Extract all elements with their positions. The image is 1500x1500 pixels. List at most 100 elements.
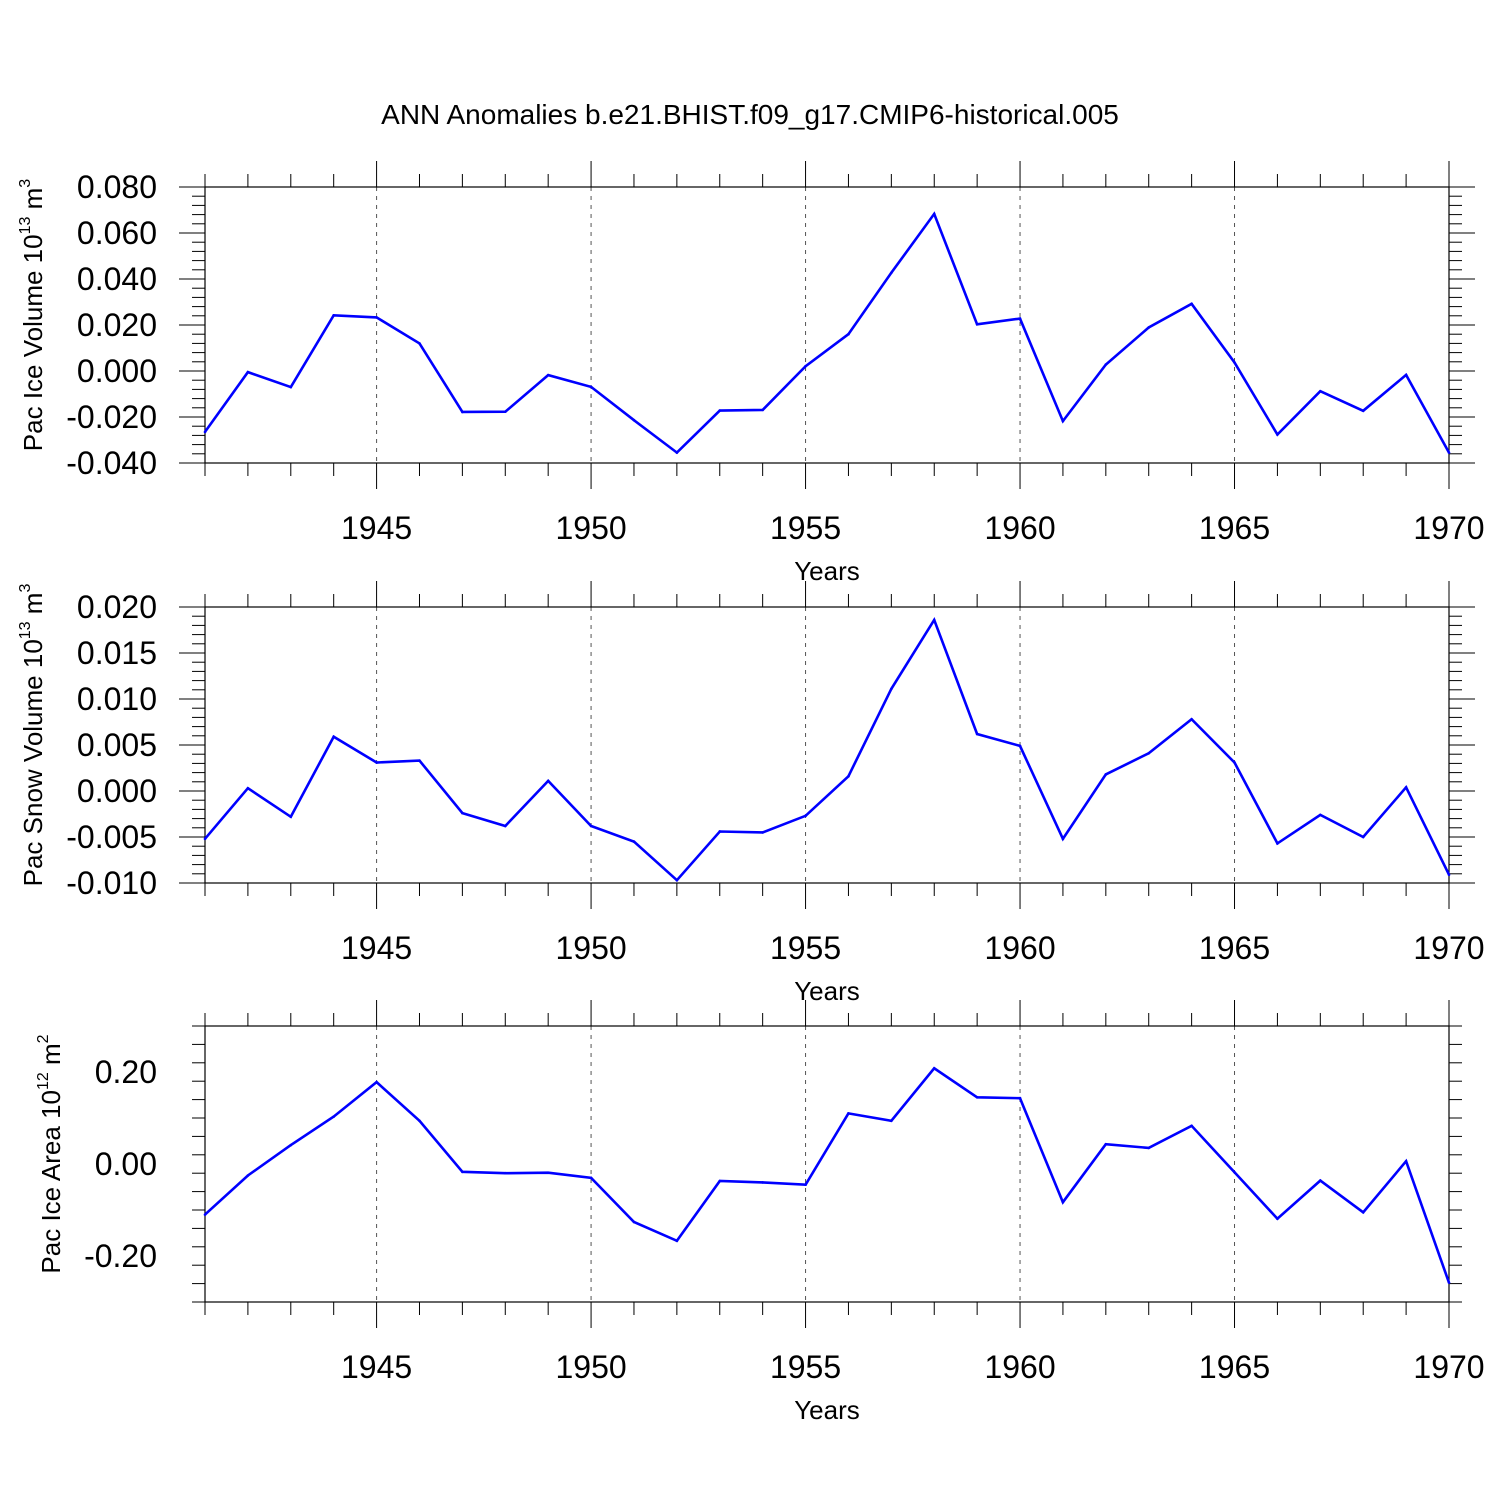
data-point [1447,873,1451,877]
data-point [1276,842,1279,845]
data-point [503,824,507,828]
y-tick-label: 0.060 [77,215,157,251]
data-point [761,408,764,412]
series-line [204,1066,1451,1284]
data-point [332,314,335,317]
x-axis-label: Years [794,976,860,1006]
x-axis-label: Years [794,1395,860,1425]
data-point [675,878,679,882]
data-point [675,1239,679,1243]
data-point [375,1080,378,1084]
x-tick-label: 1950 [555,930,626,966]
data-point [203,837,207,841]
x-tick-label: 1950 [555,1349,626,1385]
data-point [847,1112,850,1115]
data-point [761,831,764,834]
data-point [847,774,850,778]
data-point [1319,813,1322,817]
data-point [1233,1170,1236,1174]
data-point [246,370,250,374]
y-tick-label: 0.080 [77,169,157,205]
data-point [1190,302,1193,306]
data-point [1061,1200,1065,1204]
data-point [289,1143,293,1147]
data-point [589,1176,593,1180]
data-point [418,342,421,345]
data-point [1104,363,1108,366]
data-point [1447,1281,1451,1284]
data-point [1104,773,1108,776]
data-point [932,1067,936,1070]
x-tick-label: 1955 [770,930,841,966]
series-line [203,211,1451,455]
data-point [1319,1179,1322,1182]
data-point [804,1183,807,1186]
y-axis-label: Pac Ice Volume 1013 m3 [17,179,48,452]
chart-panel-3: -0.20 0.00 0.20 1945 1950 1955 1960 1965 1970 Yea… [35,1000,1485,1425]
y-tick-label: 0.20 [95,1054,157,1090]
data-point [632,1220,636,1224]
data-point [890,271,893,275]
y-tick-label: 0.005 [77,727,157,763]
data-point [1404,786,1408,789]
data-point [675,451,679,454]
x-tick-label: 1955 [770,510,841,546]
y-tick-label: 0.00 [95,1146,157,1182]
x-tick-label: 1965 [1199,510,1270,546]
chart-panel-2: -0.010 -0.005 0.000 0.005 0.010 0.015 0.020 194… [17,581,1485,1006]
data-point [1233,761,1236,764]
data-point [503,410,507,414]
data-point [718,409,722,412]
x-tick-label: 1970 [1413,1349,1484,1385]
x-axis-label: Years [794,556,860,586]
data-point [503,1171,507,1175]
y-tick-label: -0.040 [66,445,157,481]
series-line [204,616,1451,883]
data-point [461,1170,464,1174]
y-tick-label: 0.020 [77,589,157,625]
data-point [418,1119,421,1123]
y-tick-label: 0.040 [77,261,157,297]
data-point [203,430,207,434]
x-tick-label: 1945 [341,930,412,966]
data-point [890,687,893,691]
y-tick-label: -0.010 [66,865,157,901]
data-point [761,1181,764,1184]
data-point [1018,1096,1022,1100]
data-point [1361,1211,1365,1214]
y-tick-label: -0.005 [66,819,157,855]
data-point [1233,361,1236,364]
x-tick-label: 1945 [341,510,412,546]
data-point [975,732,979,736]
x-tick-label: 1955 [770,1349,841,1385]
data-point [1061,837,1065,841]
chart-panel-1: -0.040 -0.020 0.000 0.020 0.040 0.060 0.080 194… [17,161,1485,586]
data-point [589,385,593,389]
data-point [1276,433,1279,436]
data-point [890,1119,893,1123]
y-axis-label: Pac Ice Area 1012 m2 [35,1034,66,1273]
x-tick-label: 1965 [1199,1349,1270,1385]
x-tick-label: 1960 [984,930,1055,966]
x-tick-label: 1960 [984,1349,1055,1385]
y-axis-label: Pac Snow Volume 1013 m3 [17,584,48,887]
data-point [632,418,636,422]
data-point [1190,717,1193,721]
data-point [203,1213,207,1216]
data-point [975,323,979,326]
data-point [546,779,550,783]
data-point [332,735,335,739]
data-point [1404,1159,1408,1163]
data-point [1404,373,1408,377]
x-tick-label: 1970 [1413,510,1484,546]
y-tick-label: 0.000 [77,773,157,809]
data-point [1061,419,1065,423]
data-point [718,830,722,833]
data-point [932,212,936,216]
data-point [718,1179,722,1183]
data-point [1361,835,1365,839]
data-point [847,332,850,336]
y-tick-label: -0.20 [84,1238,157,1274]
data-point [246,1174,250,1177]
